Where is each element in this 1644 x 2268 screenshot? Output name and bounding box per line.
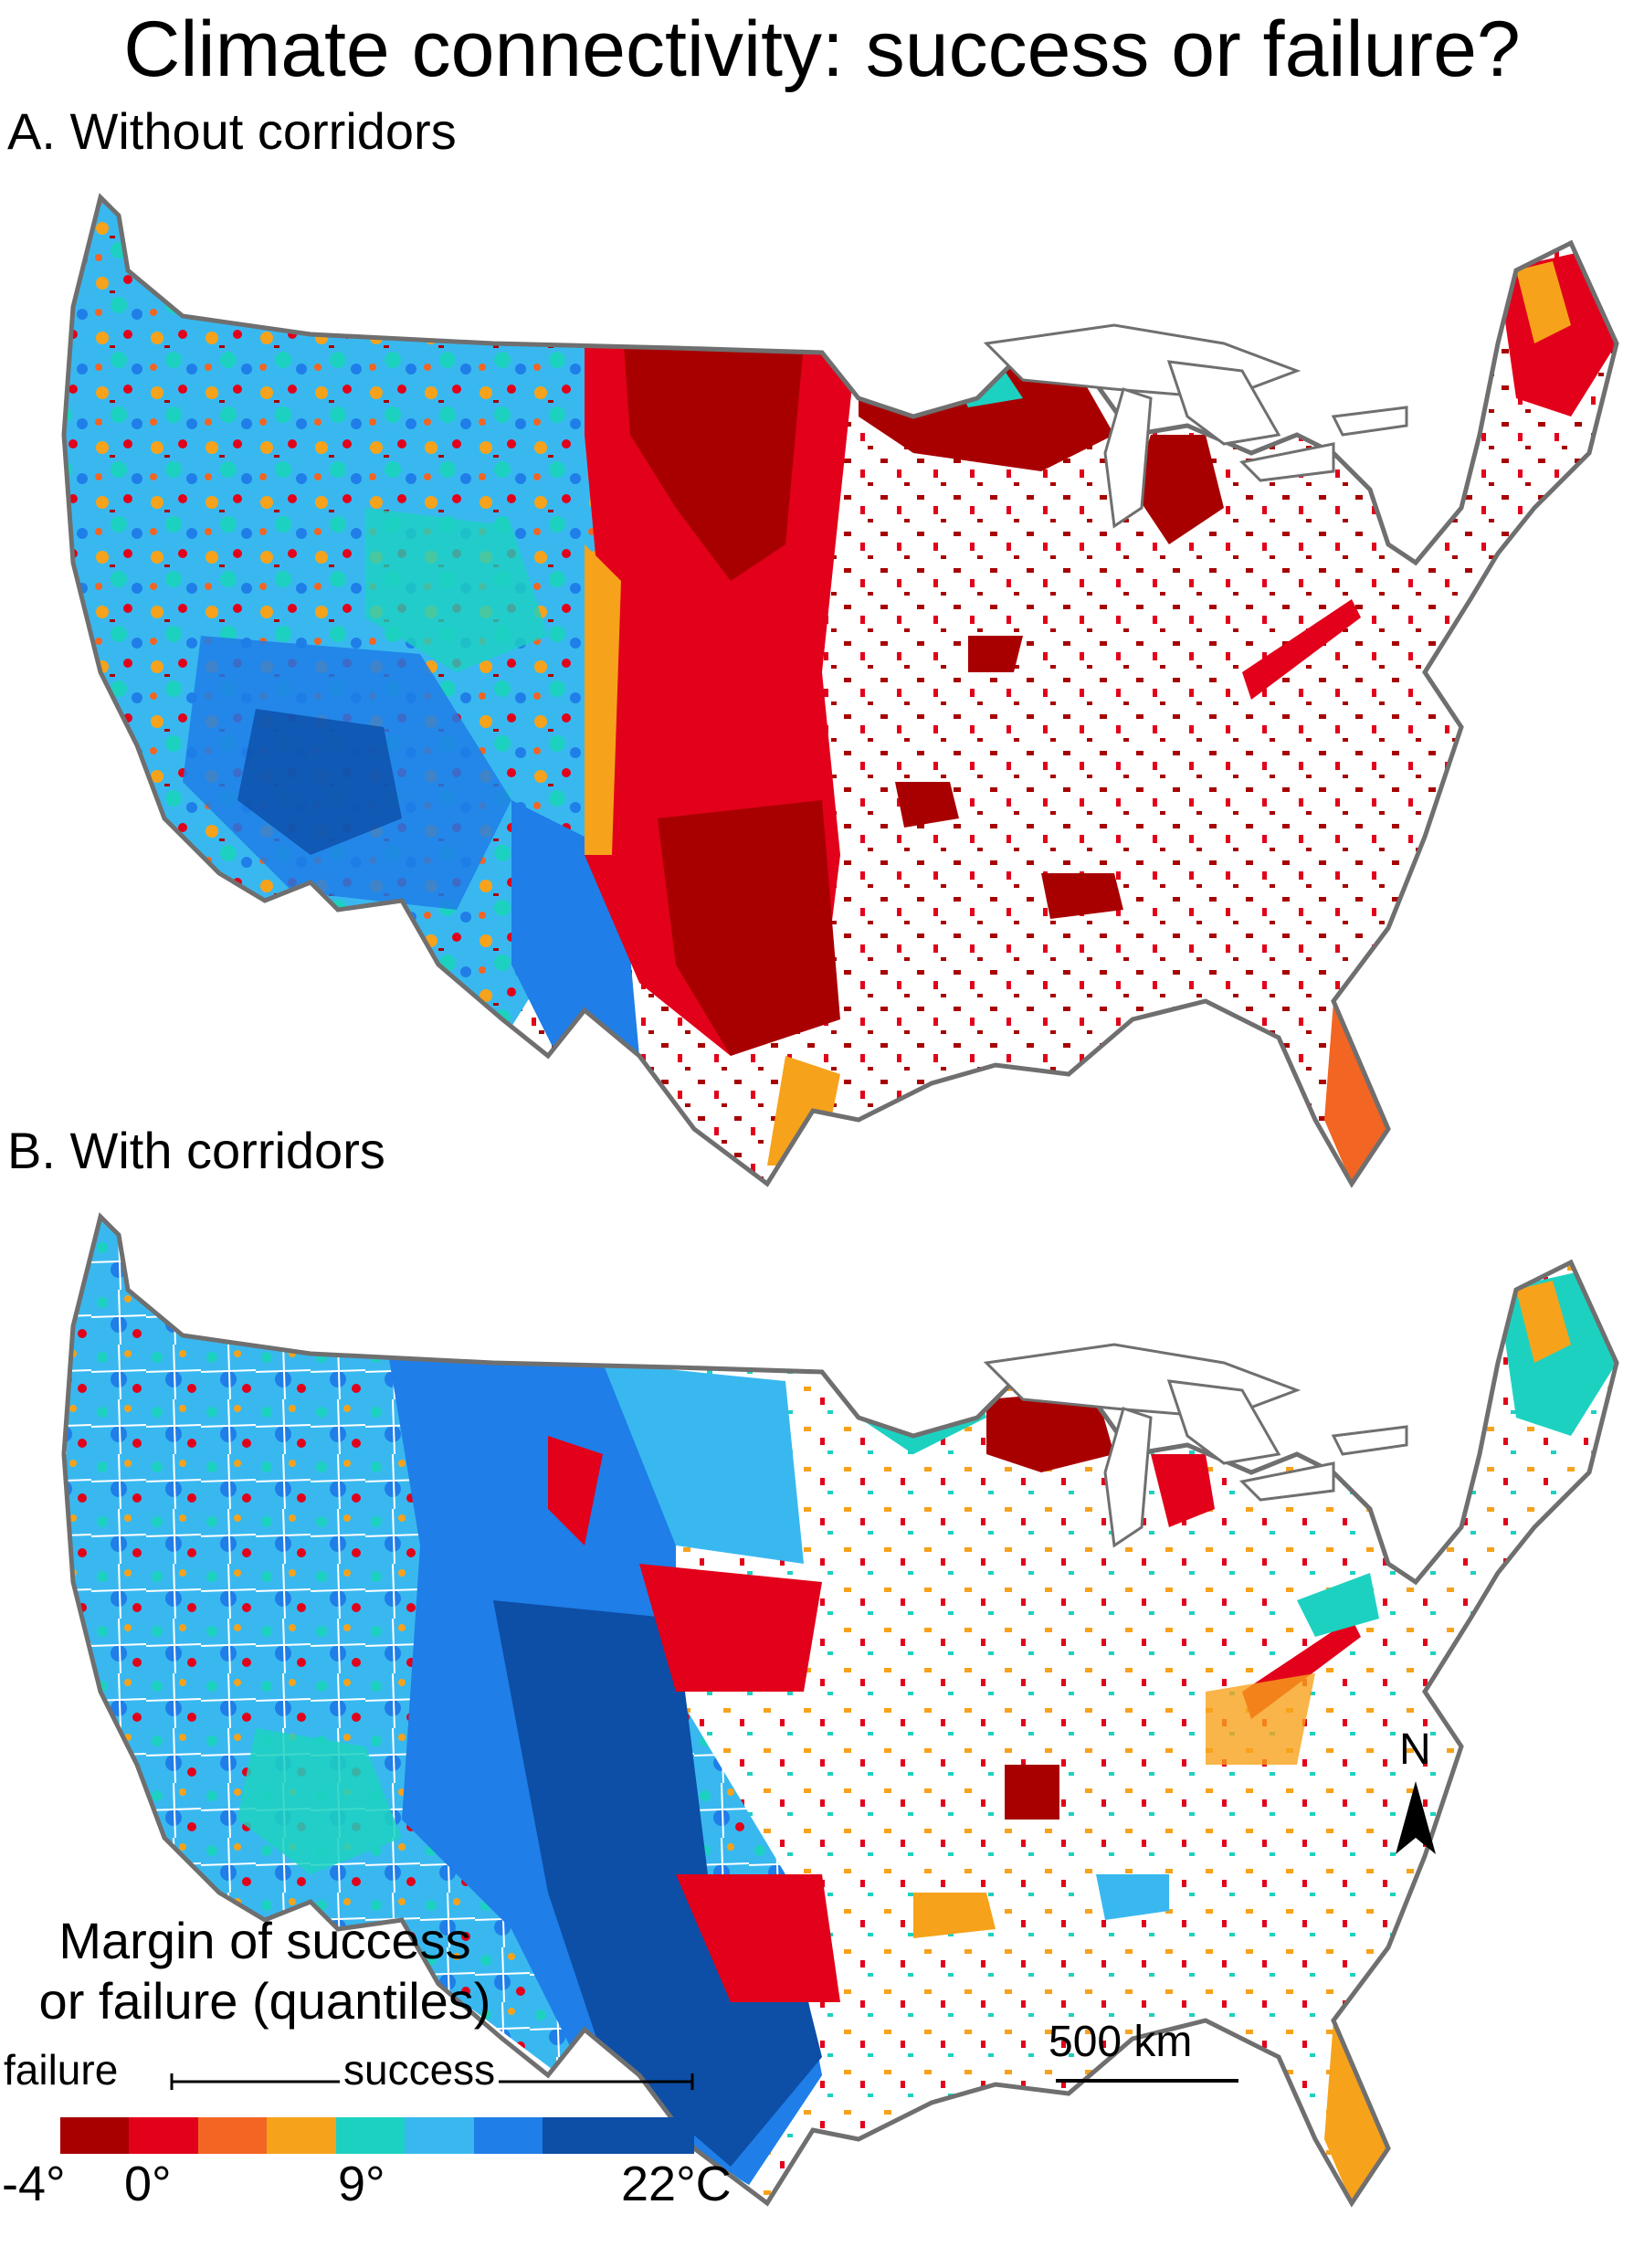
panel-a-label: A. Without corridors [7,102,457,160]
map-without-corridors [61,193,1619,1188]
legend-success-label: success [340,2046,500,2094]
legend-tick-label: 22°C [621,2157,732,2211]
legend-tick-label: -4° [2,2157,66,2211]
legend-swatch [129,2117,198,2154]
north-label: N [1399,1725,1431,1774]
scale-bar-icon [1056,2079,1238,2083]
scale-bar-label: 500 km [1049,2018,1193,2066]
legend-title-line2: or failure (quantiles) [38,1972,491,2030]
legend-failure-label: failure [4,2046,119,2094]
legend-title: Margin of success or failure (quantiles) [9,1911,521,2031]
panel-b-label: B. With corridors [7,1122,385,1179]
legend-swatch [267,2117,336,2154]
legend-color-bar [60,2117,695,2154]
map-with-corridors [61,1212,1619,2208]
legend-swatch [473,2117,543,2154]
legend-title-line1: Margin of success [58,1912,471,1969]
north-arrow-icon [1396,1781,1436,1854]
legend-tick-label: 9° [338,2157,385,2211]
legend-tick-label: 0° [124,2157,172,2211]
legend-swatch [543,2117,695,2154]
legend-swatch [197,2117,268,2154]
legend-swatch [60,2117,130,2154]
figure-title: Climate connectivity: success or failure… [123,5,1521,93]
legend-swatch [335,2117,406,2154]
legend-swatch [405,2117,474,2154]
